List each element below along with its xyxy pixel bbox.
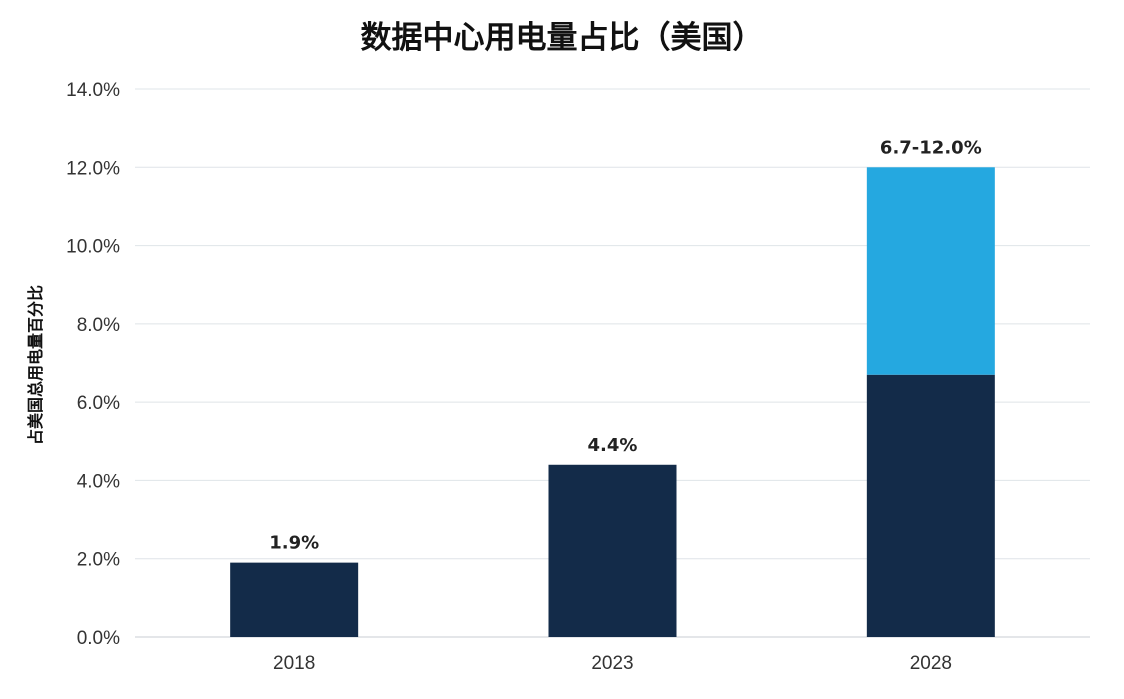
data-label: 6.7-12.0% [880,137,982,158]
y-tick-label: 12.0% [66,158,120,179]
x-tick-labels: 2018 2023 2028 [273,653,952,674]
y-axis-label: 占美国总用电量百分比 [26,285,45,445]
y-tick-label: 10.0% [66,237,120,258]
bar-segment [548,464,677,637]
data-label: 4.4% [588,435,638,456]
x-tick-label: 2028 [910,653,952,674]
y-tick-labels: 0.0% 2.0% 4.0% 6.0% 8.0% 10.0% 12.0% 14.0% [66,80,120,649]
bars [230,167,995,637]
y-tick-label: 0.0% [77,628,120,649]
data-labels: 1.9% 4.4% 6.7-12.0% [269,137,982,553]
y-tick-label: 8.0% [77,315,120,336]
data-label: 1.9% [269,533,319,554]
y-tick-label: 14.0% [66,80,120,101]
x-tick-label: 2018 [273,653,315,674]
bar-segment [866,167,995,375]
y-tick-label: 6.0% [77,393,120,414]
bar-segment [230,562,359,637]
x-tick-label: 2023 [591,653,633,674]
bar-segment [866,374,995,637]
y-tick-label: 2.0% [77,550,120,571]
y-tick-label: 4.0% [77,471,120,492]
chart-title: 数据中心用电量占比（美国） [361,20,764,56]
